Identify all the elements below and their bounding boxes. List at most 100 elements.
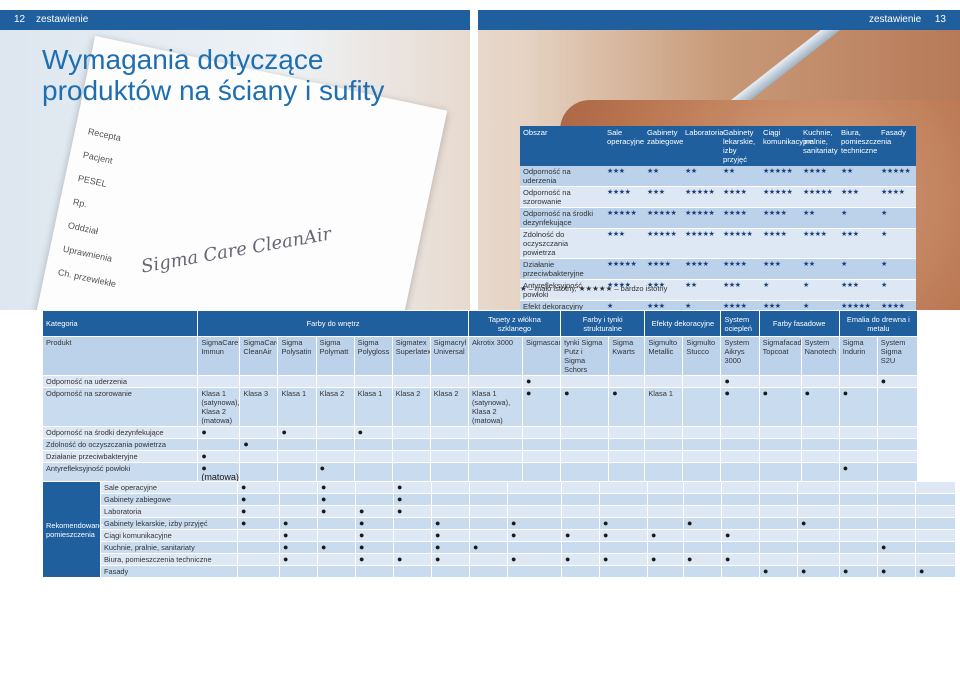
room-cell [759, 493, 798, 506]
room-cell: ● [431, 529, 470, 542]
room-cell: ● [877, 541, 916, 554]
room-cell [797, 553, 840, 566]
property-cell [197, 438, 241, 451]
req-row-label: Odporność na środki dezynfekujące [520, 207, 604, 229]
star-rating: ★★★★★ [720, 228, 760, 259]
property-cell [467, 426, 524, 439]
property-cell [758, 450, 802, 463]
room-cell [237, 565, 280, 578]
room-cell [759, 517, 798, 530]
room-cell [915, 541, 956, 554]
recommended-label: Rekomendowane pomieszczenia [42, 481, 104, 578]
room-cell: ● [237, 493, 280, 506]
star-rating: ★★★★ [720, 207, 760, 229]
star-rating: ★★★★★ [878, 166, 916, 187]
property-cell [608, 438, 646, 451]
room-cell [797, 529, 840, 542]
recommended-rooms-table: Rekomendowane pomieszczenia Sale operacyj… [42, 481, 956, 578]
room-cell [431, 481, 470, 494]
property-cell [239, 375, 279, 388]
star-rating: ★★★★ [760, 207, 800, 229]
star-rating: ★★★ [838, 186, 878, 208]
property-row: Odporność na uderzenia ● ● ● [41, 375, 919, 388]
property-cell: Klasa 1 [277, 387, 317, 427]
property-cell: ● [315, 462, 355, 484]
room-cell [877, 493, 916, 506]
property-cell [429, 450, 469, 463]
room-cell: ● [797, 517, 840, 530]
req-header-cell: Laboratoria [682, 126, 723, 166]
room-cell [915, 553, 956, 566]
room-cell [759, 529, 798, 542]
recommended-row: Biura, pomieszczenia techniczne ● ● ● ● ● ● ● ● ●… [43, 553, 956, 566]
property-cell [277, 438, 317, 451]
room-cell [507, 493, 562, 506]
room-cell [647, 541, 684, 554]
room-cell [393, 541, 432, 554]
star-rating: ★★★★ [644, 258, 682, 280]
req-header-cell: Gabinety zabiegowe [644, 126, 683, 166]
property-cell [315, 438, 355, 451]
room-cell: ● [431, 553, 470, 566]
room-cell [431, 565, 470, 578]
property-cell [197, 375, 241, 388]
room-cell [469, 517, 508, 530]
property-cell: ● [197, 426, 241, 439]
property-cell [644, 426, 684, 439]
property-cell: Klasa 2 [315, 387, 355, 427]
room-cell [469, 565, 508, 578]
property-cell: Klasa 1 (satynowa), Klasa 2 (matowa) [197, 387, 241, 427]
property-cell: ● [800, 387, 840, 427]
room-cell [915, 529, 956, 542]
property-cell [522, 462, 562, 484]
room-cell [759, 505, 798, 518]
room-cell [683, 493, 722, 506]
product-name: SigmaCare Immun [197, 336, 241, 376]
property-cell [758, 375, 802, 388]
property-cell: ● [522, 375, 562, 388]
property-cell [838, 375, 878, 388]
star-rating: ★★★★★ [604, 258, 644, 280]
room-cell [839, 529, 878, 542]
room-cell: ● [683, 517, 722, 530]
room-cell: ● [877, 565, 916, 578]
room-cell [279, 505, 318, 518]
property-cell [560, 450, 610, 463]
property-cell [467, 462, 524, 484]
room-cell: ● [237, 505, 280, 518]
property-label: Zdolność do oczyszczania powietrza [41, 438, 199, 451]
property-cell: ● [560, 387, 610, 427]
room-cell [561, 541, 600, 554]
star-rating: ★★★★ [720, 186, 760, 208]
room-cell: ● [561, 529, 600, 542]
room-cell [469, 529, 508, 542]
room-cell [683, 505, 722, 518]
star-rating: ★★★★★ [644, 228, 682, 259]
room-cell [317, 517, 356, 530]
category-group: Tapety z włókna szklanego [467, 310, 562, 337]
property-label: Antyrefleksyjność powłoki [41, 462, 199, 484]
property-label: Odporność na szorowanie [41, 387, 199, 427]
star-rating: ★ [800, 279, 838, 301]
room-cell [317, 553, 356, 566]
star-rating: ★ [878, 279, 916, 301]
property-cell [239, 426, 279, 439]
room-cell [237, 553, 280, 566]
star-rating: ★★★★★ [682, 228, 720, 259]
req-header-cell: Ciągi komunikacyjne [760, 126, 813, 166]
property-cell [720, 450, 760, 463]
property-cell [239, 450, 279, 463]
property-cell [391, 450, 431, 463]
property-cell [682, 375, 722, 388]
star-rating: ★★★ [760, 258, 800, 280]
room-label: Ciągi komunikacyjne [100, 529, 238, 542]
product-name: Akrotix 3000 [467, 336, 524, 376]
category-group: Farby do wnętrz [197, 310, 469, 337]
room-cell: ● [599, 529, 648, 542]
room-cell [279, 493, 318, 506]
room-cell [683, 565, 722, 578]
property-cell [800, 450, 840, 463]
star-rating: ★★★★ [720, 258, 760, 280]
room-cell: ● [317, 481, 356, 494]
req-row: Antyrefleksyjność powłoki ★★★★ ★★★ ★★ ★★★ ★ ★ ★… [520, 279, 916, 301]
